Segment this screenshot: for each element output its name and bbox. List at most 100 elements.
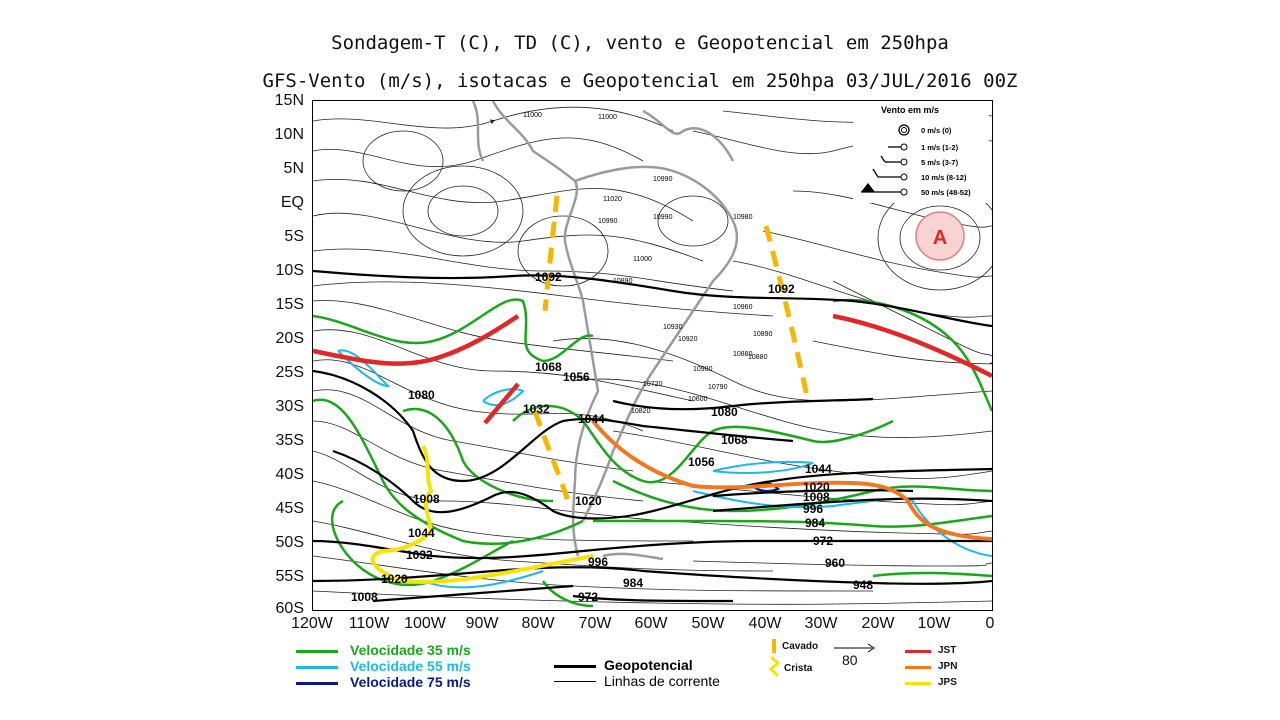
lat-label: 10S [275,262,304,279]
lon-label: 90W [465,615,499,632]
svg-text:10930: 10930 [663,324,683,331]
lon-label: 100W [404,615,446,632]
geo-label: 972 [578,590,598,604]
lat-label: 55S [275,568,304,585]
geo-label: 972 [813,534,833,548]
geo-label: 1068 [535,360,562,374]
svg-text:10980: 10980 [733,214,753,221]
geo-label: 1020 [381,572,408,586]
lat-label: 10N [274,126,304,143]
lat-label: EQ [280,194,304,211]
lon-label: 40W [748,615,782,632]
svg-text:1 m/s (1-2): 1 m/s (1-2) [921,143,959,152]
cavado-label: Cavado [782,641,819,652]
chart-subtitle: GFS-Vento (m/s), isotacas e Geopotencial… [262,70,1018,92]
geopotential-swatch [554,665,596,668]
lon-label: 50W [691,615,725,632]
isotach-35-label: Velocidade 35 m/s [350,642,471,658]
crista-label: Crista [784,663,813,674]
svg-text:11000: 11000 [598,114,617,121]
geo-label: 1008 [803,490,830,504]
geo-label: 1032 [406,548,433,562]
jst-label: JST [938,645,957,656]
lon-label: 10W [917,615,951,632]
geo-label: 1068 [721,433,748,447]
anticyclone-label: A [933,227,947,249]
svg-text:10890: 10890 [613,278,633,285]
svg-text:10880: 10880 [733,351,753,358]
geo-label: 984 [623,576,643,590]
jps-swatch [905,682,931,685]
lat-label: 15N [274,92,304,109]
jpn-swatch [905,666,931,669]
geo-label: 1080 [711,405,738,419]
svg-text:5 m/s (3-7): 5 m/s (3-7) [921,158,959,167]
svg-text:10 m/s (8-12): 10 m/s (8-12) [921,173,967,182]
lat-label: 15S [275,296,304,313]
trough-lines [532,195,811,502]
lon-label: 70W [578,615,612,632]
streamlines [313,106,992,605]
barb-icon [900,188,908,196]
geopotential-label: Geopotencial [604,657,693,673]
geopotential-labels: 1092 1092 1080 1068 1032 1044 1080 1068 … [351,270,873,604]
svg-text:10990: 10990 [598,218,618,225]
lat-label: 20S [275,330,304,347]
geo-label: 1008 [413,492,440,506]
geo-label: 1056 [563,370,590,384]
geo-label: 1092 [535,270,562,284]
svg-text:10790: 10790 [708,384,728,391]
svg-text:50 m/s (48-52): 50 m/s (48-52) [921,188,971,197]
geo-label: 1020 [803,480,830,494]
wind-legend: Vento em m/s 0 m/s (0) 1 m/s (1-2) 5 m/s… [853,103,989,203]
isotach-35-swatch [296,650,338,653]
isotach-55-label: Velocidade 55 m/s [350,658,471,674]
barb-icon [900,173,908,181]
geo-label: 1080 [408,388,435,402]
lon-label: 80W [521,615,555,632]
jet-polar-north [591,419,992,541]
station-values: 11000 11000 10990 11020 10990 10990 1100… [523,112,773,415]
scale-arrow-icon [834,643,875,653]
jst-swatch [905,650,931,653]
lon-label: 20W [861,615,895,632]
jet-subtropical [313,314,520,366]
isotach-75-label: Velocidade 75 m/s [350,674,471,690]
jpn-label: JPN [938,661,958,672]
isotach-55-swatch [296,666,338,669]
lon-label: 30W [804,615,838,632]
geo-label: 1044 [408,526,435,540]
jps-label: JPS [938,677,957,688]
geo-label: 948 [853,578,873,592]
geo-label: 1008 [351,590,378,604]
geo-label: 1092 [768,282,795,296]
svg-text:10880: 10880 [748,354,768,361]
geo-label: 960 [825,556,845,570]
svg-text:10990: 10990 [653,176,673,183]
geo-label: 1032 [523,402,550,416]
lon-label: 0 [985,615,995,632]
anticyclone-marker [915,211,965,261]
svg-text:10890: 10890 [753,331,773,338]
jet-subtropical-segment [483,382,520,425]
geo-label: 1044 [805,462,832,476]
calm-icon [898,124,910,136]
jet-subtropical-east [832,313,992,379]
svg-text:10600: 10600 [688,396,708,403]
cavado-swatch [772,639,776,653]
lon-label: 120W [291,615,333,632]
lon-label: 110W [348,615,390,632]
geo-label: 984 [805,516,825,530]
svg-text:10820: 10820 [631,408,651,415]
isotach-75-swatch [296,682,338,685]
crista-swatch [768,656,781,678]
geo-label: 1056 [688,455,715,469]
geo-label: 996 [803,502,823,516]
svg-text:11000: 11000 [523,112,542,119]
lat-label: 25S [275,364,304,381]
geopotential-lines [313,269,992,603]
lat-label: 30S [275,398,304,415]
scale-value: 80 [842,652,858,668]
lon-label: 60W [634,615,668,632]
lat-label: 35S [275,432,304,449]
